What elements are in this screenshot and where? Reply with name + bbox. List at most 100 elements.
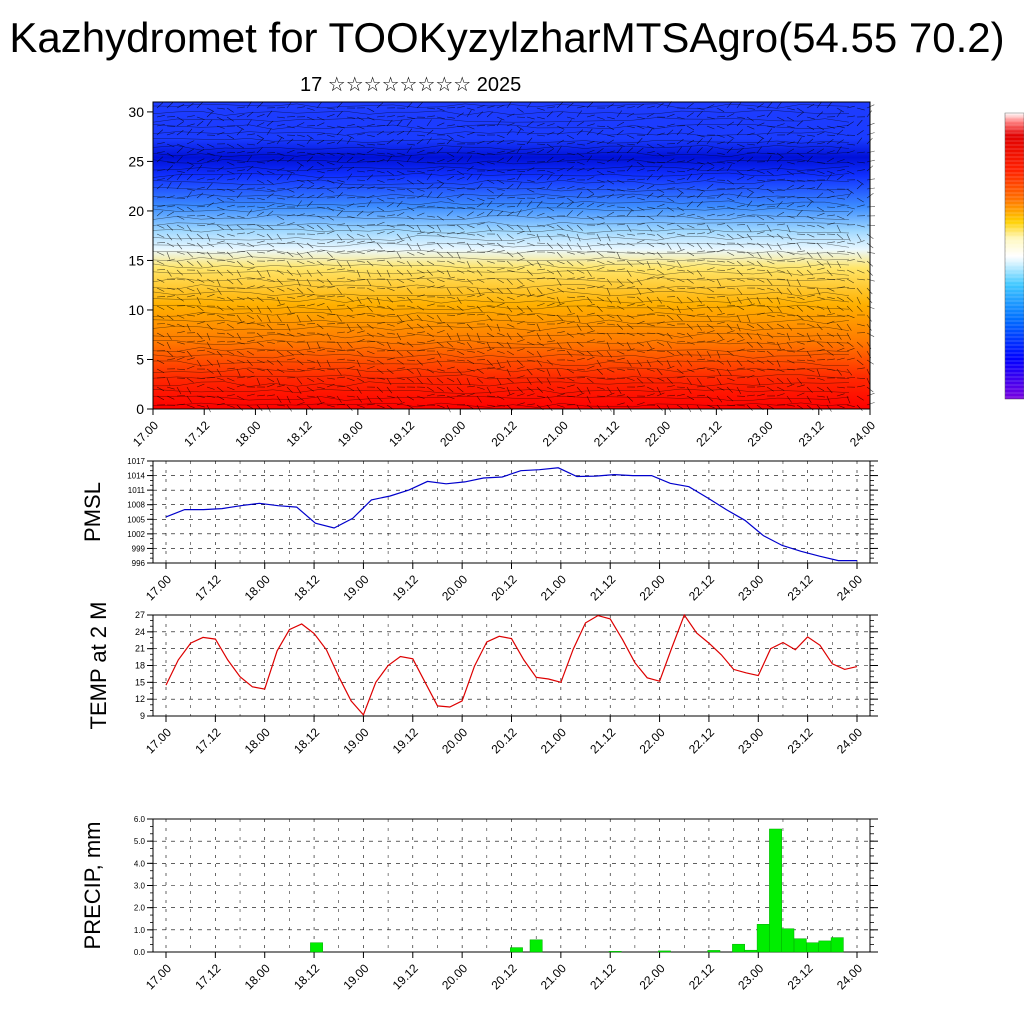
contour-line bbox=[152, 159, 850, 165]
x-tick-label: 21.00 bbox=[538, 725, 569, 756]
x-tick-label: 17.00 bbox=[130, 418, 161, 449]
y-tick-label: 21 bbox=[135, 644, 145, 654]
y-tick-label: 2.0 bbox=[134, 904, 146, 913]
precip-bar bbox=[310, 942, 323, 953]
precip-bar bbox=[732, 943, 745, 953]
x-tick-label: 21.12 bbox=[587, 572, 618, 603]
contour-line bbox=[152, 374, 850, 380]
contour-line bbox=[152, 339, 850, 346]
contour-line bbox=[152, 291, 850, 297]
y-tick-label: 4.0 bbox=[134, 859, 146, 868]
contour-line bbox=[152, 332, 849, 339]
x-tick-label: 22.12 bbox=[693, 418, 724, 449]
contour-line bbox=[152, 277, 850, 283]
x-tick-label: 18.12 bbox=[291, 572, 322, 603]
x-tick-label: 17.12 bbox=[192, 961, 223, 992]
y-tick-label: 5.0 bbox=[134, 837, 146, 846]
contour-line bbox=[152, 152, 850, 157]
pmsl-series-line bbox=[165, 467, 857, 562]
x-tick-label: 23.00 bbox=[735, 725, 766, 756]
x-tick-label: 24.00 bbox=[834, 725, 865, 756]
y-tick-label: 27 bbox=[135, 610, 145, 620]
x-tick-label: 24.00 bbox=[834, 961, 865, 992]
colorbar bbox=[1004, 112, 1024, 400]
y-tick-label: 5 bbox=[136, 351, 144, 367]
x-tick-label: 18.12 bbox=[291, 725, 322, 756]
precip-bar bbox=[529, 939, 543, 953]
precip-bar bbox=[818, 940, 832, 953]
contour-line bbox=[152, 179, 850, 186]
x-tick-label: 19.00 bbox=[340, 961, 371, 992]
contour-line bbox=[152, 186, 850, 192]
y-tick-label: 999 bbox=[132, 544, 146, 553]
precip-bar bbox=[744, 949, 758, 953]
x-tick-label: 24.00 bbox=[834, 572, 865, 603]
temp-series-line bbox=[165, 613, 858, 717]
contour-line bbox=[152, 103, 850, 109]
x-tick-label: 21.12 bbox=[587, 725, 618, 756]
contour-line bbox=[152, 172, 850, 179]
y-axis-label: PRECIP, mm bbox=[80, 822, 105, 950]
x-tick-label: 20.00 bbox=[437, 418, 468, 449]
contour-line bbox=[152, 193, 850, 199]
y-axis-label: TEMP at 2 M bbox=[86, 602, 111, 730]
x-tick-label: 19.12 bbox=[390, 725, 421, 756]
x-tick-label: 17.00 bbox=[143, 725, 174, 756]
precip-bar bbox=[658, 950, 671, 953]
x-tick-label: 22.00 bbox=[642, 418, 673, 449]
y-tick-label: 6.0 bbox=[134, 815, 146, 824]
precip-bar bbox=[769, 828, 782, 953]
x-tick-label: 21.00 bbox=[538, 572, 569, 603]
y-tick-label: 1002 bbox=[127, 530, 145, 539]
y-tick-label: 10 bbox=[128, 302, 144, 318]
contour-line bbox=[152, 207, 849, 214]
x-tick-label: 17.00 bbox=[143, 961, 174, 992]
contour-line bbox=[152, 200, 850, 206]
precip-bar bbox=[756, 924, 770, 953]
y-tick-label: 15 bbox=[135, 677, 145, 687]
y-tick-label: 20 bbox=[128, 203, 144, 219]
x-tick-label: 20.12 bbox=[488, 572, 519, 603]
x-tick-label: 17.12 bbox=[181, 418, 212, 449]
contour-line bbox=[152, 395, 850, 401]
pmsl-panel: 17.00 17.12 18.00 18.12 19.00 19.12 20.00 20.12… bbox=[80, 457, 878, 603]
y-tick-label: 1014 bbox=[127, 472, 145, 481]
contour-line bbox=[152, 117, 850, 123]
cross-section-panel: 0 5 10 15 20 25 30 17.00 17.12 18.00 18.12 19.00 19.… bbox=[128, 101, 878, 449]
y-tick-label: 15 bbox=[128, 252, 144, 268]
y-tick-label: 0.0 bbox=[134, 948, 146, 957]
contour-line bbox=[152, 381, 850, 387]
x-tick-label: 17.12 bbox=[192, 725, 223, 756]
contour-line bbox=[152, 346, 850, 353]
x-tick-label: 18.00 bbox=[242, 725, 273, 756]
contour-line bbox=[152, 263, 850, 269]
x-tick-label: 22.00 bbox=[637, 961, 668, 992]
contour-line bbox=[152, 256, 850, 262]
x-tick-label: 23.12 bbox=[785, 961, 816, 992]
panel-frame bbox=[152, 460, 871, 564]
colorbar-strip bbox=[1004, 112, 1024, 400]
wind-barbs bbox=[156, 101, 876, 413]
x-tick-label: 19.12 bbox=[390, 961, 421, 992]
contour-line bbox=[152, 145, 850, 151]
x-tick-label: 21.00 bbox=[538, 961, 569, 992]
y-tick-label: 1011 bbox=[128, 486, 146, 495]
x-tick-label: 23.00 bbox=[735, 961, 766, 992]
x-tick-label: 19.00 bbox=[340, 572, 371, 603]
y-tick-label: 12 bbox=[135, 694, 145, 704]
contour-line bbox=[152, 270, 850, 276]
precip-bar bbox=[830, 937, 844, 953]
x-tick-label: 21.00 bbox=[540, 418, 571, 449]
contour-line bbox=[152, 249, 850, 255]
contour-line bbox=[152, 242, 850, 248]
x-tick-label: 20.12 bbox=[488, 725, 519, 756]
y-axis-label: PMSL bbox=[80, 482, 105, 542]
x-tick-label: 17.12 bbox=[192, 572, 223, 603]
x-tick-label: 21.12 bbox=[591, 418, 622, 449]
y-tick-label: 996 bbox=[132, 559, 146, 568]
x-tick-label: 18.12 bbox=[284, 418, 315, 449]
contour-line bbox=[152, 367, 850, 373]
x-tick-label: 20.12 bbox=[488, 961, 519, 992]
x-tick-label: 19.00 bbox=[335, 418, 366, 449]
